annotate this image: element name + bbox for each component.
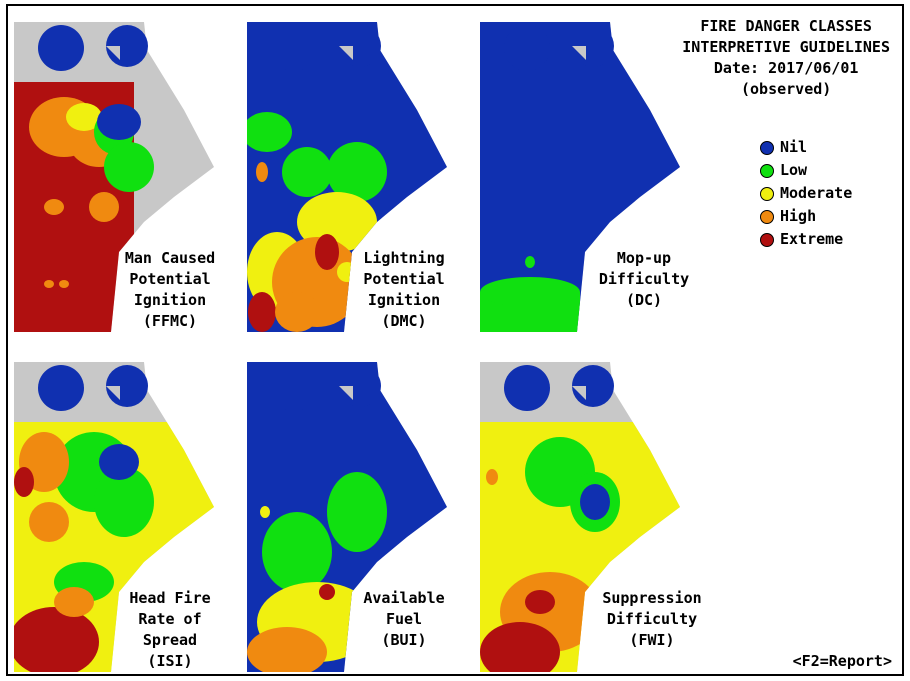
legend: Nil Low Moderate High Extreme <box>760 136 852 251</box>
label-line: (FWI) <box>629 631 675 649</box>
header-status: (observed) <box>740 80 832 98</box>
danger-region <box>486 469 498 485</box>
station-circle <box>271 25 317 71</box>
land-notch <box>339 46 353 60</box>
legend-swatch-low <box>760 163 774 178</box>
map-label-dc: Mop-up Difficulty (DC) <box>584 248 704 311</box>
label-line: Potential <box>363 270 445 288</box>
header-title: FIRE DANGER CLASSES <box>700 17 872 35</box>
label-line: Rate of <box>138 610 202 628</box>
legend-item-nil: Nil <box>760 136 852 159</box>
legend-item-extreme: Extreme <box>760 228 852 251</box>
label-line: Suppression <box>602 589 702 607</box>
label-line: Difficulty <box>606 610 698 628</box>
danger-region <box>54 587 94 617</box>
danger-region <box>29 502 69 542</box>
station-circle <box>38 25 84 71</box>
danger-region <box>260 506 270 518</box>
legend-label-low: Low <box>780 161 808 179</box>
station-circle <box>271 365 317 411</box>
label-line: Available <box>363 589 445 607</box>
label-line: (BUI) <box>381 631 427 649</box>
danger-region <box>315 234 339 270</box>
legend-label-high: High <box>780 207 817 225</box>
danger-region <box>247 627 327 672</box>
label-line: Spread <box>142 631 198 649</box>
legend-swatch-high <box>760 209 774 224</box>
label-line: Head Fire <box>129 589 211 607</box>
danger-region <box>59 280 69 288</box>
danger-region <box>247 112 292 152</box>
legend-item-high: High <box>760 205 852 228</box>
danger-region <box>14 607 99 672</box>
header-subtitle: INTERPRETIVE GUIDELINES <box>682 38 890 56</box>
map-label-ffmc: Man Caused Potential Ignition (FFMC) <box>110 248 230 332</box>
label-line: Man Caused <box>124 249 216 267</box>
label-line: Potential <box>129 270 211 288</box>
danger-region <box>44 199 64 215</box>
danger-region <box>480 277 580 307</box>
label-line: (ISI) <box>147 652 193 670</box>
land-notch <box>106 386 120 400</box>
label-line: Difficulty <box>598 270 690 288</box>
danger-region <box>44 280 54 288</box>
station-circle <box>38 365 84 411</box>
danger-region <box>94 467 154 537</box>
label-line: Ignition <box>367 291 441 309</box>
label-line: Ignition <box>133 291 207 309</box>
label-line: Fuel <box>385 610 423 628</box>
danger-region <box>275 292 319 332</box>
legend-swatch-moderate <box>760 186 774 201</box>
label-line: Lightning <box>363 249 445 267</box>
map-label-bui: Available Fuel (BUI) <box>344 588 464 651</box>
label-line: (DC) <box>625 291 663 309</box>
land-notch <box>572 46 586 60</box>
map-label-isi: Head Fire Rate of Spread (ISI) <box>110 588 230 672</box>
danger-region <box>104 142 154 192</box>
legend-label-nil: Nil <box>780 138 808 156</box>
danger-region <box>89 192 119 222</box>
danger-region <box>282 147 332 197</box>
map-label-dmc: Lightning Potential Ignition (DMC) <box>344 248 464 332</box>
danger-region <box>580 484 610 520</box>
header-date: Date: 2017/06/01 <box>713 59 859 77</box>
land-notch <box>106 46 120 60</box>
danger-region <box>480 622 560 672</box>
report-shortcut-hint: <F2=Report> <box>792 652 892 670</box>
danger-region <box>97 104 141 140</box>
danger-region <box>14 467 34 497</box>
danger-region <box>525 256 535 268</box>
station-circle <box>504 25 550 71</box>
danger-region <box>525 590 555 614</box>
label-line: Mop-up <box>616 249 672 267</box>
danger-region <box>248 292 276 332</box>
header-block: FIRE DANGER CLASSES INTERPRETIVE GUIDELI… <box>682 16 890 100</box>
danger-region <box>256 162 268 182</box>
legend-swatch-extreme <box>760 232 774 247</box>
station-circle <box>504 365 550 411</box>
land-notch <box>572 386 586 400</box>
legend-label-moderate: Moderate <box>780 184 853 202</box>
danger-region <box>262 512 332 592</box>
legend-item-moderate: Moderate <box>760 182 852 205</box>
land-notch <box>339 386 353 400</box>
danger-region <box>319 584 335 600</box>
map-label-fwi: Suppression Difficulty (FWI) <box>582 588 722 651</box>
label-line: (DMC) <box>381 312 427 330</box>
danger-region <box>327 142 387 202</box>
danger-region <box>327 472 387 552</box>
legend-swatch-nil <box>760 140 774 155</box>
legend-label-extreme: Extreme <box>780 230 844 248</box>
danger-region <box>99 444 139 480</box>
danger-region <box>66 103 102 131</box>
legend-item-low: Low <box>760 159 852 182</box>
danger-regions <box>14 82 154 332</box>
label-line: (FFMC) <box>142 312 198 330</box>
